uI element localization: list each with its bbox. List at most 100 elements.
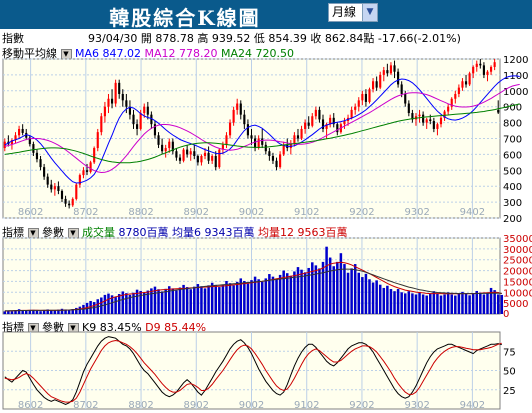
volume-bar bbox=[318, 268, 321, 314]
kd-x-tick-label: 8802 bbox=[128, 400, 153, 411]
candle-body bbox=[389, 65, 393, 74]
candle-body bbox=[472, 66, 475, 74]
volume-bar bbox=[450, 294, 453, 314]
volume-y-tick-label: 10000 bbox=[503, 288, 532, 299]
volume-bar bbox=[364, 273, 368, 314]
candle-body bbox=[107, 98, 110, 107]
candle-body bbox=[125, 100, 128, 107]
candle-body bbox=[32, 144, 35, 153]
candle-body bbox=[450, 98, 453, 107]
quote-high: 939.52 bbox=[211, 32, 251, 45]
volume-bar bbox=[160, 291, 164, 314]
volume-bar bbox=[3, 311, 7, 314]
candle-body bbox=[150, 114, 153, 125]
volume-bar bbox=[496, 294, 500, 314]
volume-bar bbox=[239, 278, 243, 314]
period-select[interactable]: 月線 ▼ bbox=[328, 3, 378, 22]
candle-body bbox=[93, 148, 96, 163]
candle-body bbox=[10, 140, 14, 145]
volume-bar bbox=[464, 294, 468, 314]
candle-body bbox=[60, 190, 64, 199]
volume-bar bbox=[189, 289, 192, 314]
candle-body bbox=[35, 152, 39, 160]
candle-body bbox=[53, 186, 56, 190]
volume-bar bbox=[336, 261, 339, 314]
candle-body bbox=[293, 135, 296, 144]
candle-body bbox=[232, 109, 235, 123]
volume-bar bbox=[275, 279, 278, 314]
volume-bar bbox=[28, 310, 32, 314]
candle-body bbox=[21, 128, 24, 133]
quote-close-label: 收 bbox=[310, 32, 322, 45]
candle-body bbox=[203, 152, 207, 156]
candle-body bbox=[175, 151, 178, 158]
volume-y-tick-label: 30000 bbox=[503, 245, 532, 256]
kd-x-tick-label: 9202 bbox=[349, 400, 374, 411]
vol-indicator-label: 指標 bbox=[2, 226, 24, 239]
chart-title: 韓股綜合K線圖 bbox=[109, 6, 261, 30]
chevron-down-icon[interactable]: ▼ bbox=[362, 4, 377, 21]
ma12-line bbox=[4, 83, 520, 174]
price-x-tick-label: 8902 bbox=[184, 207, 209, 218]
volume-bar bbox=[443, 294, 446, 314]
volume-bar bbox=[207, 285, 210, 314]
d-value: 85.44% bbox=[164, 321, 207, 334]
price-y-tick-label: 700 bbox=[503, 135, 522, 146]
candle-body bbox=[457, 87, 460, 94]
volume-bar bbox=[21, 310, 24, 314]
price-y-tick-label: 600 bbox=[503, 150, 522, 161]
volume-bar bbox=[393, 291, 396, 314]
candle-body bbox=[146, 106, 149, 115]
volume-bar bbox=[185, 287, 189, 314]
candle-body bbox=[268, 151, 271, 156]
kd-x-tick-label: 8702 bbox=[73, 400, 98, 411]
volume-bar bbox=[375, 280, 378, 314]
candle-body bbox=[443, 111, 446, 118]
candle-body bbox=[78, 175, 81, 185]
volume-bar bbox=[50, 310, 53, 314]
candle-body bbox=[243, 114, 246, 125]
quote-open-label: 開 bbox=[140, 32, 152, 45]
volume-bar bbox=[418, 292, 421, 314]
volume-y-tick-label: 20000 bbox=[503, 267, 532, 278]
candle-body bbox=[304, 122, 307, 129]
volume-bar bbox=[117, 294, 121, 314]
volume-bar bbox=[454, 295, 457, 314]
kd-x-tick-label: 9402 bbox=[460, 400, 485, 411]
price-x-tick-label: 9202 bbox=[349, 207, 374, 218]
quote-low-label: 低 bbox=[253, 32, 265, 45]
ma24-value: 720.50 bbox=[255, 47, 295, 60]
volume-bar bbox=[400, 292, 403, 314]
kd-header: 指標 ▼ 參數 ▼ K9 83.45% D9 85.44% bbox=[2, 319, 206, 335]
candle-body bbox=[454, 93, 457, 99]
candle-body bbox=[332, 117, 335, 125]
volume-bar bbox=[193, 286, 196, 314]
volume-bar bbox=[53, 310, 57, 314]
candle-body bbox=[289, 143, 292, 149]
candle-body bbox=[28, 137, 31, 145]
candle-body bbox=[14, 135, 17, 141]
volume-bar bbox=[307, 267, 310, 314]
volume-bar bbox=[42, 310, 46, 314]
volume-bar bbox=[35, 310, 39, 314]
price-y-tick-label: 900 bbox=[503, 103, 522, 114]
candle-body bbox=[236, 103, 239, 110]
candle-body bbox=[407, 103, 410, 114]
candle-body bbox=[103, 106, 106, 117]
volume-bar bbox=[328, 257, 332, 314]
volume-bar bbox=[378, 284, 382, 314]
kd-indicator-label: 指標 bbox=[2, 321, 24, 334]
candle-body bbox=[307, 122, 310, 126]
volume-y-tick-label: 5000 bbox=[503, 299, 528, 310]
candle-body bbox=[50, 184, 53, 190]
k-line bbox=[4, 336, 502, 405]
ma6-value: 847.02 bbox=[102, 47, 142, 60]
candle-body bbox=[275, 160, 278, 168]
quote-low: 854.39 bbox=[268, 32, 307, 45]
volume-bar bbox=[214, 284, 217, 314]
candle-body bbox=[211, 155, 214, 161]
candle-body bbox=[85, 170, 89, 172]
volume-bar bbox=[439, 295, 443, 314]
volume-bar bbox=[24, 310, 28, 314]
